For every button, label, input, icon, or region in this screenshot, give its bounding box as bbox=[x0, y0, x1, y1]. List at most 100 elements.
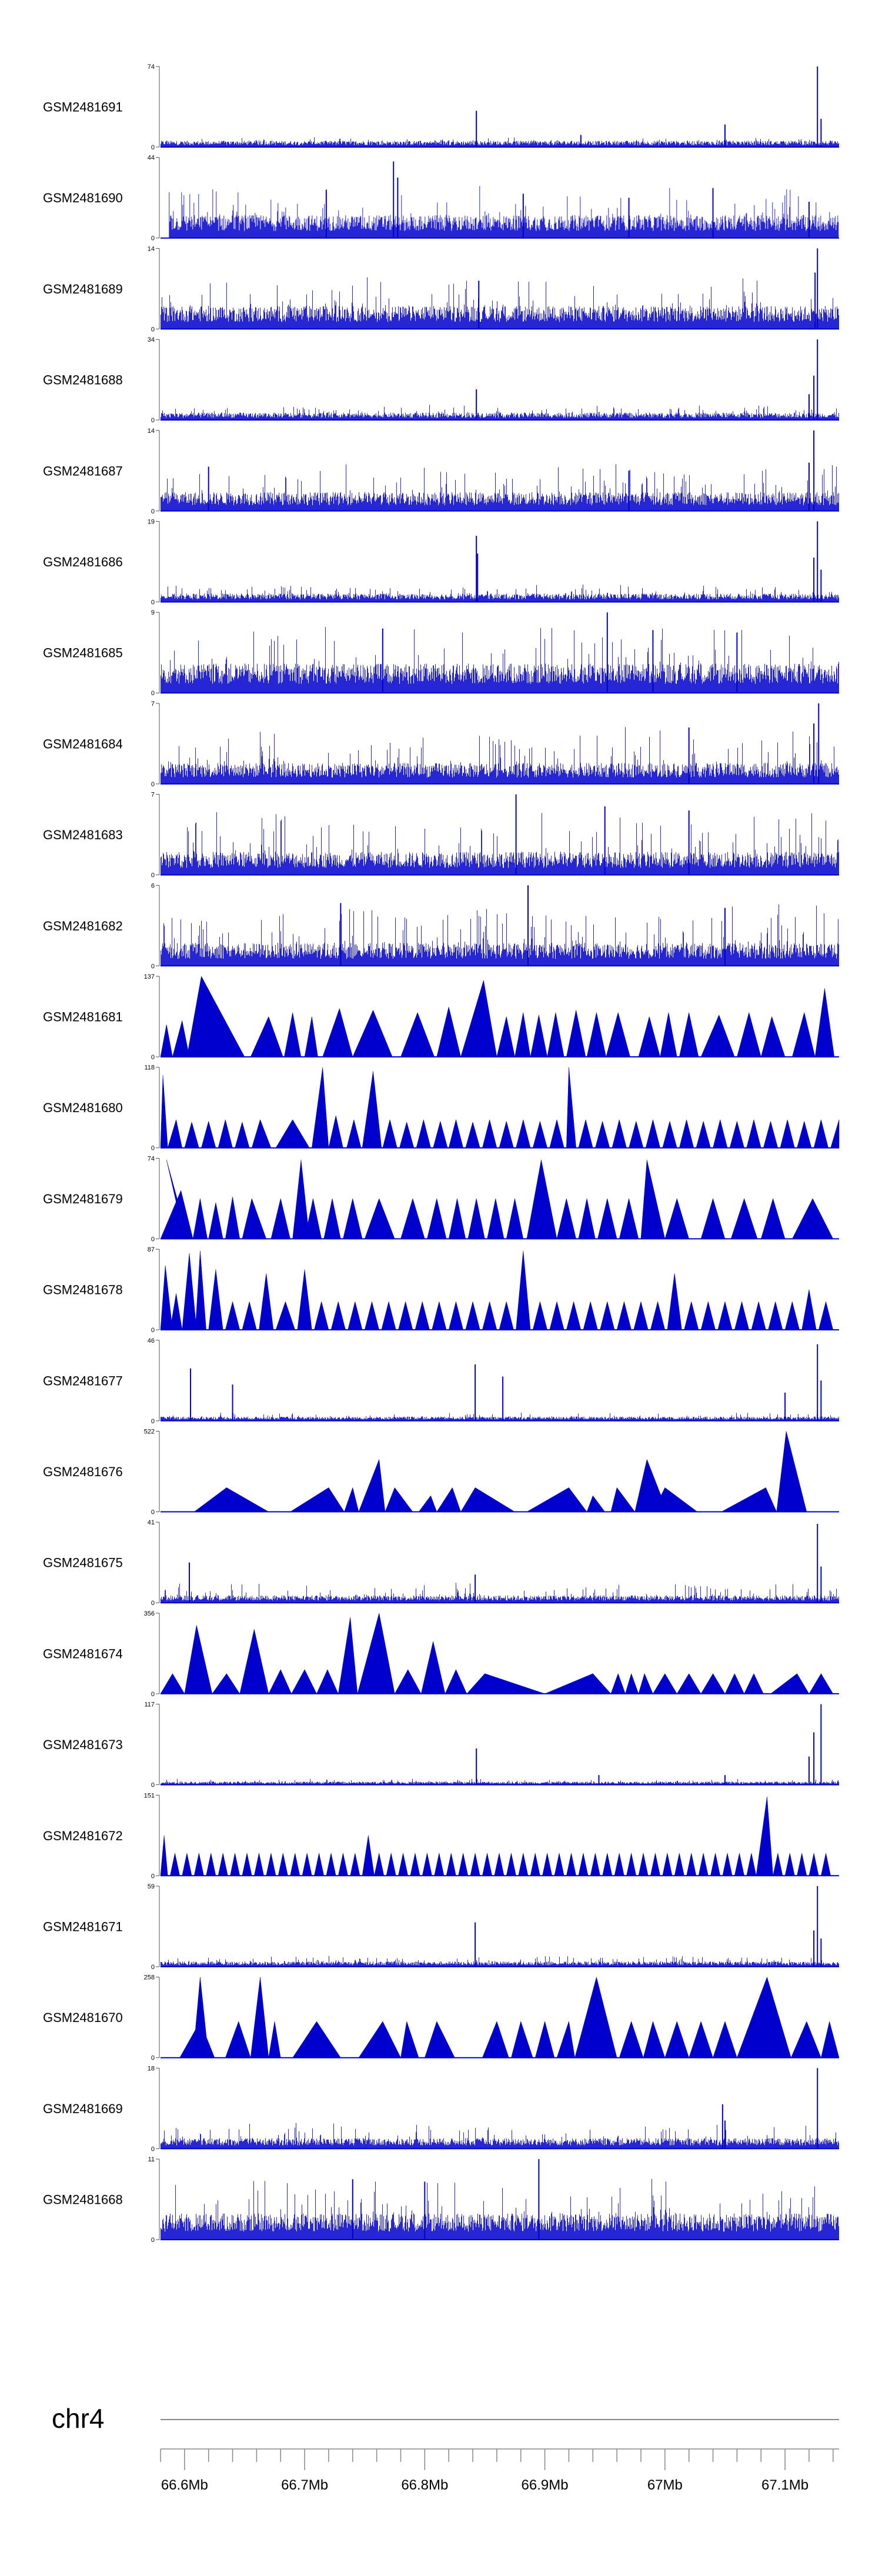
signal-peak bbox=[578, 1119, 593, 1148]
track-GSM2481682: GSM2481682 6 0 bbox=[43, 882, 839, 970]
signal-peak bbox=[410, 1853, 420, 1876]
signal-bars bbox=[161, 2178, 839, 2240]
signal-peak bbox=[638, 1853, 649, 1876]
signal-peak bbox=[239, 1629, 269, 1694]
signal-peak bbox=[182, 1253, 197, 1330]
signal-peak bbox=[619, 1198, 639, 1239]
y-zero-label: 0 bbox=[151, 1236, 155, 1243]
track-label: GSM2481668 bbox=[43, 2193, 123, 2207]
signal-peak bbox=[499, 1302, 514, 1330]
signal-bars bbox=[161, 1581, 839, 1603]
signal-peak bbox=[566, 1853, 577, 1876]
signal-peak bbox=[700, 1015, 735, 1057]
y-max-label: 118 bbox=[144, 1065, 155, 1072]
signal-peak bbox=[606, 1012, 630, 1057]
signal-peak bbox=[514, 1012, 531, 1057]
signal-peak bbox=[674, 1853, 684, 1876]
track-label: GSM2481685 bbox=[43, 646, 123, 660]
signal-peak bbox=[645, 1119, 660, 1148]
signal-peak bbox=[643, 2021, 666, 2058]
signal-peak bbox=[290, 1853, 300, 1876]
signal-peak bbox=[482, 1853, 493, 1876]
signal-peak bbox=[192, 1198, 208, 1239]
y-zero-label: 0 bbox=[151, 2145, 155, 2153]
signal-peak bbox=[292, 1160, 310, 1239]
signal-peak bbox=[530, 1015, 547, 1057]
signal-peak bbox=[212, 1673, 240, 1694]
signal-peak bbox=[167, 1119, 183, 1148]
y-zero-label: 0 bbox=[151, 1054, 155, 1061]
y-zero-label: 0 bbox=[151, 1691, 155, 1698]
signal-peak bbox=[652, 1673, 677, 1694]
y-zero-label: 0 bbox=[151, 1327, 155, 1334]
signal-peak bbox=[664, 2021, 690, 2058]
signal-peak bbox=[556, 2021, 575, 2058]
track-label: GSM2481684 bbox=[43, 736, 123, 751]
track-label: GSM2481683 bbox=[43, 827, 123, 842]
y-max-label: 34 bbox=[148, 336, 155, 343]
signal-peak bbox=[487, 1198, 505, 1239]
signal-peak bbox=[448, 1302, 464, 1330]
signal-peak bbox=[676, 1673, 701, 1694]
signal-peak bbox=[713, 1119, 728, 1148]
signal-peak bbox=[470, 1853, 480, 1876]
signal-peak bbox=[534, 2021, 555, 2058]
signal-peak bbox=[266, 1853, 276, 1876]
signal-peak bbox=[629, 1120, 644, 1148]
signal-peak bbox=[616, 1302, 632, 1330]
signal-peak bbox=[193, 1853, 204, 1876]
signal-peak bbox=[830, 1119, 840, 1148]
signal-peak bbox=[640, 1160, 666, 1239]
signal-peak bbox=[362, 1835, 375, 1876]
signal-peak bbox=[526, 1160, 557, 1239]
signal-peak bbox=[506, 1198, 524, 1239]
signal-peak bbox=[801, 1289, 817, 1330]
signal-peak bbox=[724, 1673, 745, 1694]
signal-peak bbox=[250, 1016, 283, 1057]
signal-peak bbox=[170, 1853, 180, 1876]
signal-peak bbox=[698, 1853, 709, 1876]
signal-peak bbox=[322, 1007, 353, 1057]
track-GSM2481683: GSM2481683 7 0 bbox=[43, 792, 839, 879]
signal-peak bbox=[650, 1853, 660, 1876]
y-zero-label: 0 bbox=[151, 2237, 155, 2244]
signal-peak bbox=[760, 1016, 786, 1057]
signal-peak bbox=[358, 1459, 386, 1512]
signal-peak bbox=[316, 1669, 339, 1694]
signal-peak bbox=[532, 1302, 547, 1330]
signal-peak bbox=[465, 1121, 480, 1148]
signal-peak bbox=[343, 1198, 363, 1239]
signal-peak bbox=[304, 1016, 318, 1057]
signal-peak bbox=[586, 1495, 606, 1512]
signal-peak bbox=[686, 1853, 697, 1876]
signal-peak bbox=[230, 1853, 240, 1876]
signal-peak bbox=[542, 1853, 553, 1876]
signal-peak bbox=[549, 1302, 564, 1330]
signal-peak bbox=[814, 988, 835, 1057]
track-label: GSM2481669 bbox=[43, 2101, 123, 2116]
signal-peak bbox=[808, 1853, 819, 1876]
signal-peak bbox=[346, 1119, 362, 1148]
x-tick-label: 67.1Mb bbox=[761, 2477, 808, 2493]
signal-peak bbox=[679, 1119, 694, 1148]
signal-peak bbox=[496, 1016, 515, 1057]
signal-bars bbox=[161, 137, 839, 147]
signal-peak bbox=[160, 1075, 168, 1148]
signal-peak bbox=[784, 1853, 795, 1876]
signal-peak bbox=[394, 1669, 422, 1694]
signal-peak bbox=[284, 1012, 302, 1057]
track-label: GSM2481674 bbox=[43, 1646, 123, 1661]
signal-bars bbox=[161, 405, 839, 421]
signal-peak bbox=[679, 1012, 699, 1057]
signal-peak bbox=[700, 1198, 726, 1239]
signal-peak bbox=[530, 1853, 540, 1876]
signal-peak bbox=[304, 1198, 322, 1239]
y-max-label: 522 bbox=[144, 1429, 155, 1436]
signal-peak bbox=[420, 1641, 446, 1694]
signal-peak bbox=[427, 1198, 447, 1239]
signal-peak bbox=[660, 1012, 677, 1057]
y-max-label: 117 bbox=[144, 1701, 155, 1709]
y-zero-label: 0 bbox=[151, 781, 155, 788]
track-label: GSM2481688 bbox=[43, 373, 123, 388]
